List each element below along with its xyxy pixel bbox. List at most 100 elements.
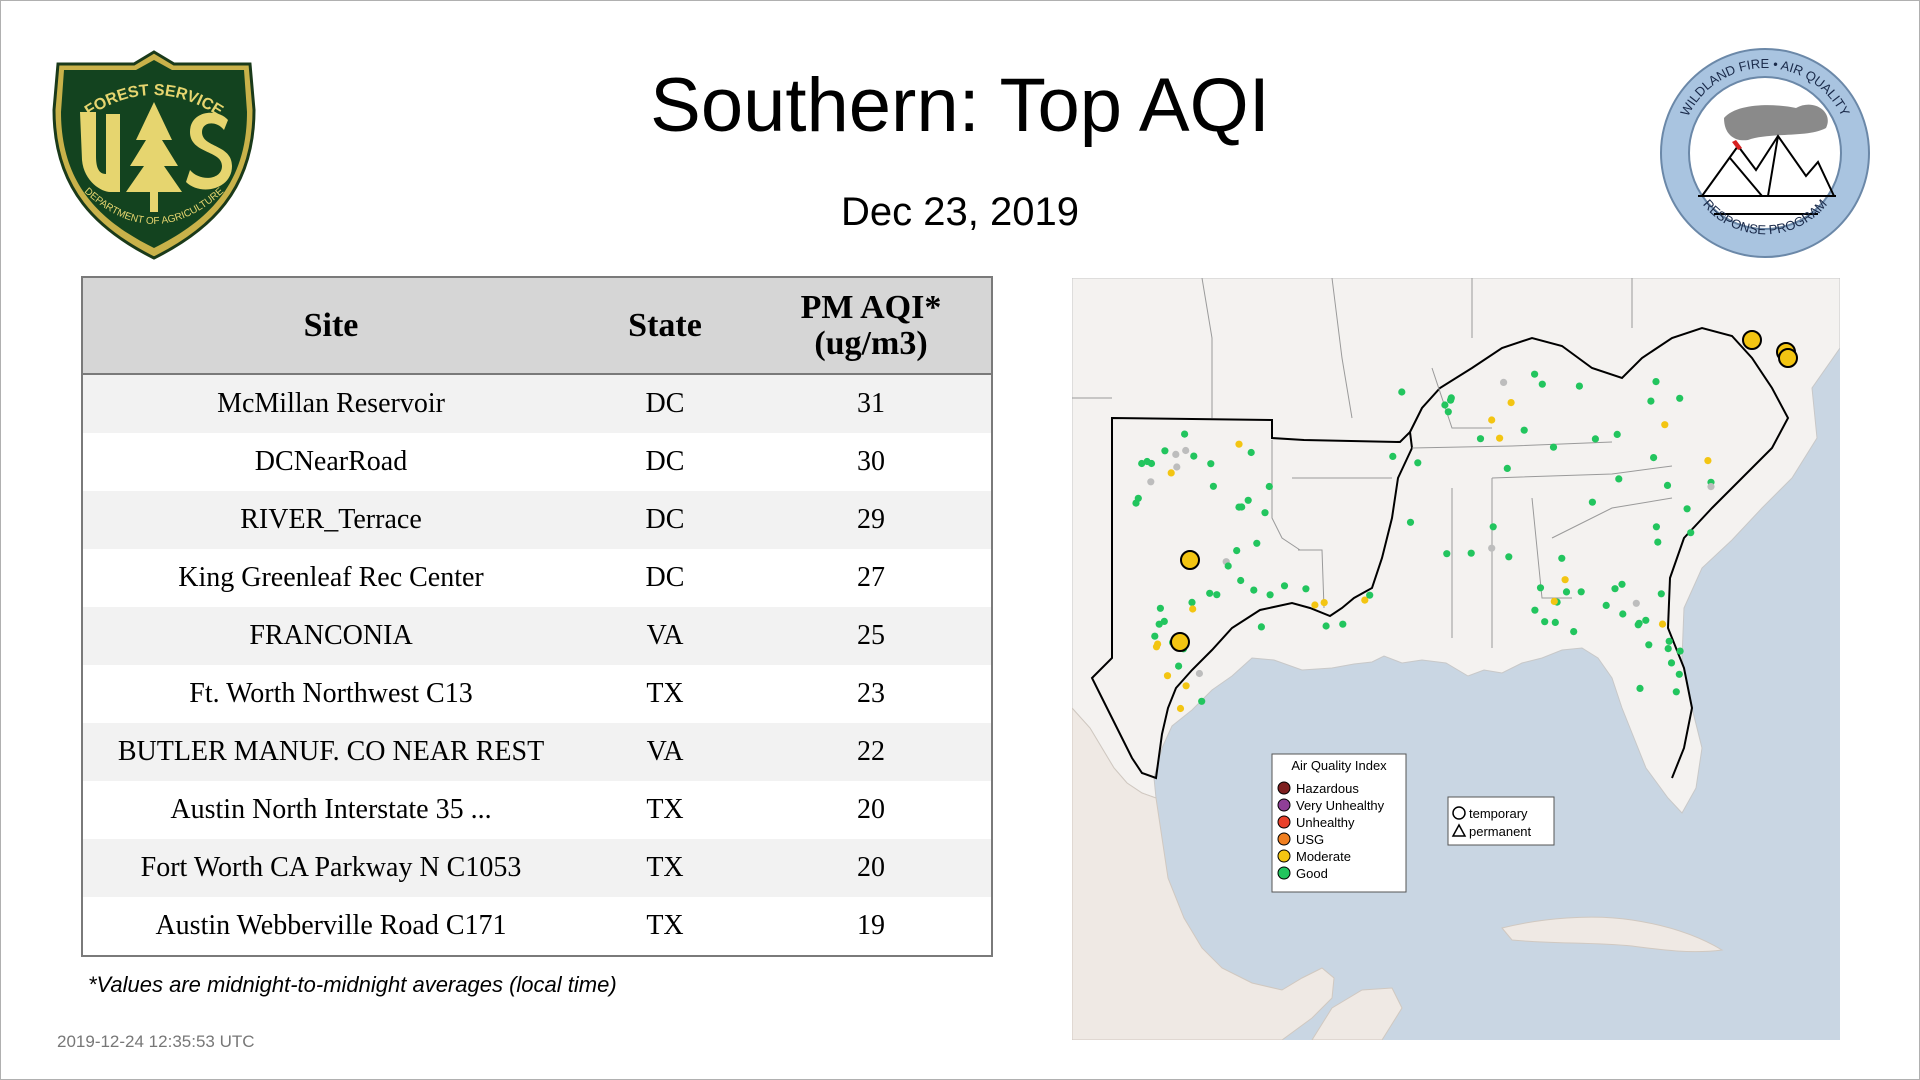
monitor-site-dot — [1151, 632, 1159, 640]
monitor-site-dot — [1443, 550, 1451, 558]
monitor-site-dot — [1562, 588, 1571, 596]
temporary-monitor-marker — [1778, 348, 1798, 368]
monitor-site-dot — [1570, 628, 1578, 636]
monitor-site-dot — [1561, 576, 1569, 584]
aqi-cell: 31 — [857, 388, 885, 419]
monitor-site-dot — [1549, 443, 1558, 451]
aqi-header-line2: (ug/m3) — [814, 324, 928, 362]
legend-swatch-moderate — [1277, 849, 1291, 863]
aqi-cell: 30 — [857, 446, 885, 477]
site-cell: King Greenleaf Rec Center — [178, 562, 484, 593]
state-cell: TX — [646, 910, 684, 941]
monitor-site-dot — [1531, 606, 1539, 614]
monitor-site-dot — [1635, 619, 1643, 627]
forest-service-shield-logo: FOREST SERVICE DEPARTMENT OF AGRICULTURE — [52, 50, 256, 260]
monitor-site-dot — [1311, 601, 1319, 609]
monitor-site-dot — [1339, 620, 1347, 628]
legend-swatch-usg — [1277, 832, 1291, 846]
monitor-site-dot — [1398, 388, 1406, 396]
site-column-header: Site — [303, 306, 359, 344]
monitor-site-dot — [1683, 505, 1691, 513]
site-cell: Fort Worth CA Parkway N C1053 — [140, 852, 522, 883]
state-column-header: State — [628, 306, 702, 344]
monitor-site-dot — [1602, 601, 1610, 609]
monitor-site-dot — [1147, 478, 1155, 486]
mexico-land — [1072, 707, 1335, 1040]
monitor-site-dot — [1444, 408, 1452, 416]
monitor-site-dot — [1143, 457, 1151, 466]
monitor-site-dot — [1257, 623, 1265, 631]
monitor-site-dot — [1237, 576, 1245, 585]
monitor-site-dot — [1531, 370, 1539, 378]
monitor-site-dot — [1176, 704, 1185, 713]
monitor-site-dot — [1253, 539, 1261, 547]
monitor-site-dot — [1550, 597, 1558, 605]
temporary-monitor-marker — [1170, 632, 1190, 652]
monitor-site-dot — [1652, 378, 1660, 386]
monitor-site-dot — [1195, 669, 1203, 678]
monitor-site-dot — [1538, 380, 1546, 388]
monitor-site-dot — [1320, 599, 1328, 607]
monitor-site-dot — [1558, 554, 1566, 562]
site-cell: Austin North Interstate 35 ... — [170, 794, 492, 825]
monitor-site-dot — [1266, 591, 1274, 599]
legend-label-moderate: Moderate — [1296, 849, 1351, 864]
monitor-site-dot — [1704, 457, 1712, 465]
site-cell: Ft. Worth Northwest C13 — [189, 678, 473, 709]
state-cell: TX — [646, 794, 684, 825]
monitor-site-dot — [1167, 469, 1175, 477]
monitor-site-dot — [1650, 454, 1658, 462]
monitor-site-dot — [1207, 460, 1215, 468]
footnote: *Values are midnight-to-midnight average… — [88, 972, 617, 997]
state-cell: DC — [645, 446, 685, 477]
monitor-site-dot — [1467, 549, 1475, 557]
monitor-site-dot — [1663, 481, 1672, 489]
monitor-site-dot — [1155, 620, 1163, 628]
monitor-site-dot — [1138, 459, 1146, 468]
state-borders — [1072, 278, 1673, 648]
monitor-site-dot — [1541, 618, 1549, 626]
site-cell: DCNearRoad — [254, 446, 408, 477]
site-cell: BUTLER MANUF. CO NEAR REST — [117, 736, 545, 767]
monitor-site-dot — [1500, 378, 1508, 386]
site-cell: FRANCONIA — [249, 620, 413, 651]
site-type-legend: temporary permanent — [1447, 796, 1555, 846]
monitor-site-dot — [1636, 684, 1644, 692]
monitor-site-dot — [1647, 397, 1655, 405]
aqi-cell: 20 — [857, 852, 885, 883]
monitor-site-dot — [1575, 382, 1583, 390]
aqi-cell: 22 — [857, 736, 885, 767]
monitor-site-dot — [1657, 590, 1665, 598]
state-cell: DC — [645, 388, 685, 419]
monitor-site-dot — [1645, 641, 1653, 649]
table-row: King Greenleaf Rec Center DC 27 — [83, 549, 991, 607]
legend-label-good: Good — [1296, 866, 1328, 881]
monitor-site-dot — [1619, 610, 1627, 618]
monitor-site-dot — [1188, 598, 1196, 606]
monitor-site-dot — [1667, 659, 1676, 667]
monitor-site-dot — [1233, 547, 1241, 555]
aqi-cell: 29 — [857, 504, 885, 535]
monitor-site-dot — [1488, 416, 1496, 424]
monitor-site-dot — [1687, 529, 1695, 537]
monitor-site-dot — [1520, 426, 1528, 434]
monitor-site-dot — [1591, 435, 1599, 443]
monitor-site-dot — [1235, 503, 1243, 511]
aqi-cell: 20 — [857, 794, 885, 825]
table-row: RIVER_Terrace DC 29 — [83, 491, 991, 549]
monitor-site-dot — [1577, 588, 1585, 596]
legend-label-very-unhealthy: Very Unhealthy — [1296, 798, 1385, 813]
southeast-region-outline — [1409, 326, 1790, 779]
monitor-site-dot — [1496, 434, 1504, 442]
table-row: Austin Webberville Road C171 TX 19 — [83, 897, 991, 955]
southern-region-outline — [1090, 416, 1414, 780]
page-title: Southern: Top AQI — [650, 63, 1270, 148]
legend-label-unhealthy: Unhealthy — [1296, 815, 1355, 830]
monitor-site-dot — [1190, 452, 1198, 460]
monitor-site-dot — [1507, 399, 1515, 407]
generated-timestamp: 2019-12-24 12:35:53 UTC — [57, 1032, 255, 1051]
monitor-site-dot — [1265, 482, 1273, 491]
permanent-triangle-symbol — [1451, 823, 1467, 837]
monitor-site-dot — [1615, 475, 1623, 483]
legend-label-usg: USG — [1296, 832, 1324, 847]
